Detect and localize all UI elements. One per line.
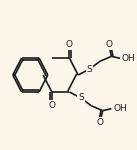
Text: O: O bbox=[97, 118, 104, 127]
Text: O: O bbox=[105, 40, 112, 49]
Text: O: O bbox=[66, 40, 73, 49]
Text: OH: OH bbox=[113, 104, 127, 113]
Text: S: S bbox=[78, 93, 84, 102]
Text: S: S bbox=[87, 65, 92, 74]
Text: OH: OH bbox=[122, 54, 136, 63]
Text: O: O bbox=[48, 101, 55, 110]
